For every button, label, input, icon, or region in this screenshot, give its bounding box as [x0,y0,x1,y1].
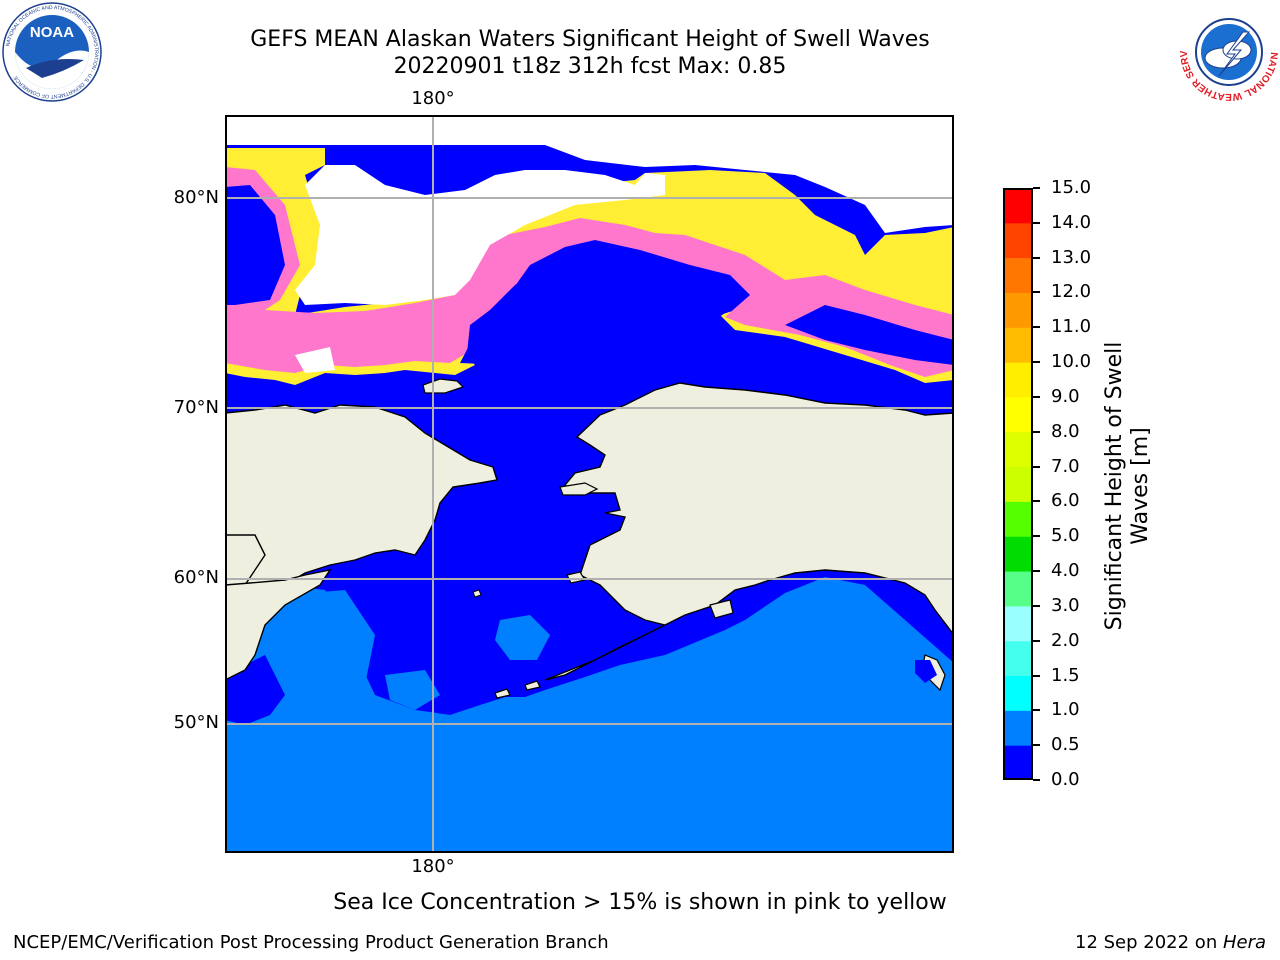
lat-label-80: 80°N [173,187,219,208]
colorbar-segment [1003,257,1033,293]
colorbar-tick-label: 14.0 [1051,211,1092,233]
colorbar-tick-mark [1033,709,1040,712]
colorbar-tick-mark [1033,430,1040,433]
colorbar-tick-label: 13.0 [1051,246,1092,268]
nws-logo: NATIONAL WEATHER SERVICE [1175,0,1279,102]
land-kamchatka [225,568,332,681]
colorbar-segment [1003,431,1033,468]
colorbar-tick-label: 1.5 [1051,664,1080,686]
colorbar-segment [1003,675,1033,711]
footer-timestamp: 12 Sep 2022 on Hera [1075,932,1266,953]
colorbar-tick-label: 10.0 [1051,351,1092,373]
land-siberia [225,404,498,601]
sea-ice-white [295,165,665,305]
colorbar-title: Significant Height of Swell Waves [m] [1102,326,1154,646]
colorbar-segment [1003,396,1033,433]
colorbar-segment [1003,292,1033,328]
colorbar-segment [1003,536,1033,572]
swell-height-map [225,115,954,853]
graticule [225,115,954,853]
colorbar-tick-mark [1033,674,1040,677]
colorbar-segment [1003,710,1033,746]
colorbar-tick-mark [1033,535,1040,538]
sea-ice-inner [225,167,954,377]
lat-label-50: 50°N [173,712,219,733]
colorbar-tick-label: 8.0 [1051,420,1080,442]
colorbar-tick-label: 11.0 [1051,316,1092,338]
footer-host: Hera [1222,932,1266,953]
colorbar-tick-label: 3.0 [1051,594,1080,616]
colorbar-tick-label: 9.0 [1051,385,1080,407]
noaa-logo-text: NOAA [30,24,74,41]
colorbar-tick-label: 15.0 [1051,177,1092,198]
chart-title-line2: 20220901 t18z 312h fcst Max: 0.85 [393,54,787,79]
colorbar-tick-mark [1033,326,1040,329]
land-alaska-peninsula [544,624,666,681]
colorbar-segment [1003,640,1033,677]
colorbar-tick-mark [1033,221,1040,224]
colorbar-frame [1003,188,1033,780]
colorbar-segment [1003,501,1033,537]
st-lawrence-island [559,482,599,496]
colorbar-segment [1003,222,1033,259]
colorbar-tick-mark [1033,639,1040,642]
colorbar-tick-mark [1033,744,1040,747]
colorbar-tick-label: 4.0 [1051,560,1080,582]
colorbar-tick-label: 2.0 [1051,629,1080,651]
colorbar-tick-mark [1033,291,1040,294]
land-alaska [564,382,954,637]
colorbar-tick-label: 1.0 [1051,699,1080,721]
lat-label-70: 70°N [173,397,219,418]
top-lon-label: 180° [411,88,455,109]
colorbar-segment [1003,745,1033,780]
lat-label-60: 60°N [173,567,219,588]
colorbar-tick-mark [1033,395,1040,398]
colorbar-segment [1003,571,1033,607]
colorbar-tick-label: 7.0 [1051,455,1080,477]
colorbar-tick-mark [1033,465,1040,468]
chart-title-line1: GEFS MEAN Alaskan Waters Significant Hei… [250,27,930,52]
bottom-lon-label: 180° [411,856,455,877]
colorbar-segment [1003,327,1033,363]
colorbar-tick-mark [1033,256,1040,259]
colorbar-segment [1003,605,1033,642]
footer-credit: NCEP/EMC/Verification Post Processing Pr… [13,932,609,953]
colorbar-tick-mark [1033,570,1040,573]
colorbar-title-line1: Significant Height of Swell [1102,341,1127,631]
colorbar-tick-label: 0.0 [1051,769,1080,790]
colorbar-tick-label: 6.0 [1051,490,1080,512]
colorbar-tick-mark [1033,187,1040,189]
noaa-logo: NOAA NATIONAL OCEANIC AND ATMOSPHERIC AD… [2,2,102,102]
colorbar-segment [1003,466,1033,502]
colorbar-tick-label: 12.0 [1051,281,1092,303]
sea-ice-caption: Sea Ice Concentration > 15% is shown in … [333,890,947,915]
colorbar-tick-label: 0.5 [1051,734,1080,756]
colorbar [1003,188,1033,780]
colorbar-tick-mark [1033,361,1040,364]
footer-date: 12 Sep 2022 on [1075,932,1223,953]
colorbar-tick-mark [1033,779,1040,781]
map-frame [225,115,954,853]
colorbar-segment [1003,362,1033,398]
colorbar-tick-mark [1033,604,1040,607]
colorbar-segment [1003,188,1033,224]
colorbar-tick-mark [1033,500,1040,503]
colorbar-title-line2: Waves [m] [1128,427,1153,545]
colorbar-tick-label: 5.0 [1051,525,1080,547]
